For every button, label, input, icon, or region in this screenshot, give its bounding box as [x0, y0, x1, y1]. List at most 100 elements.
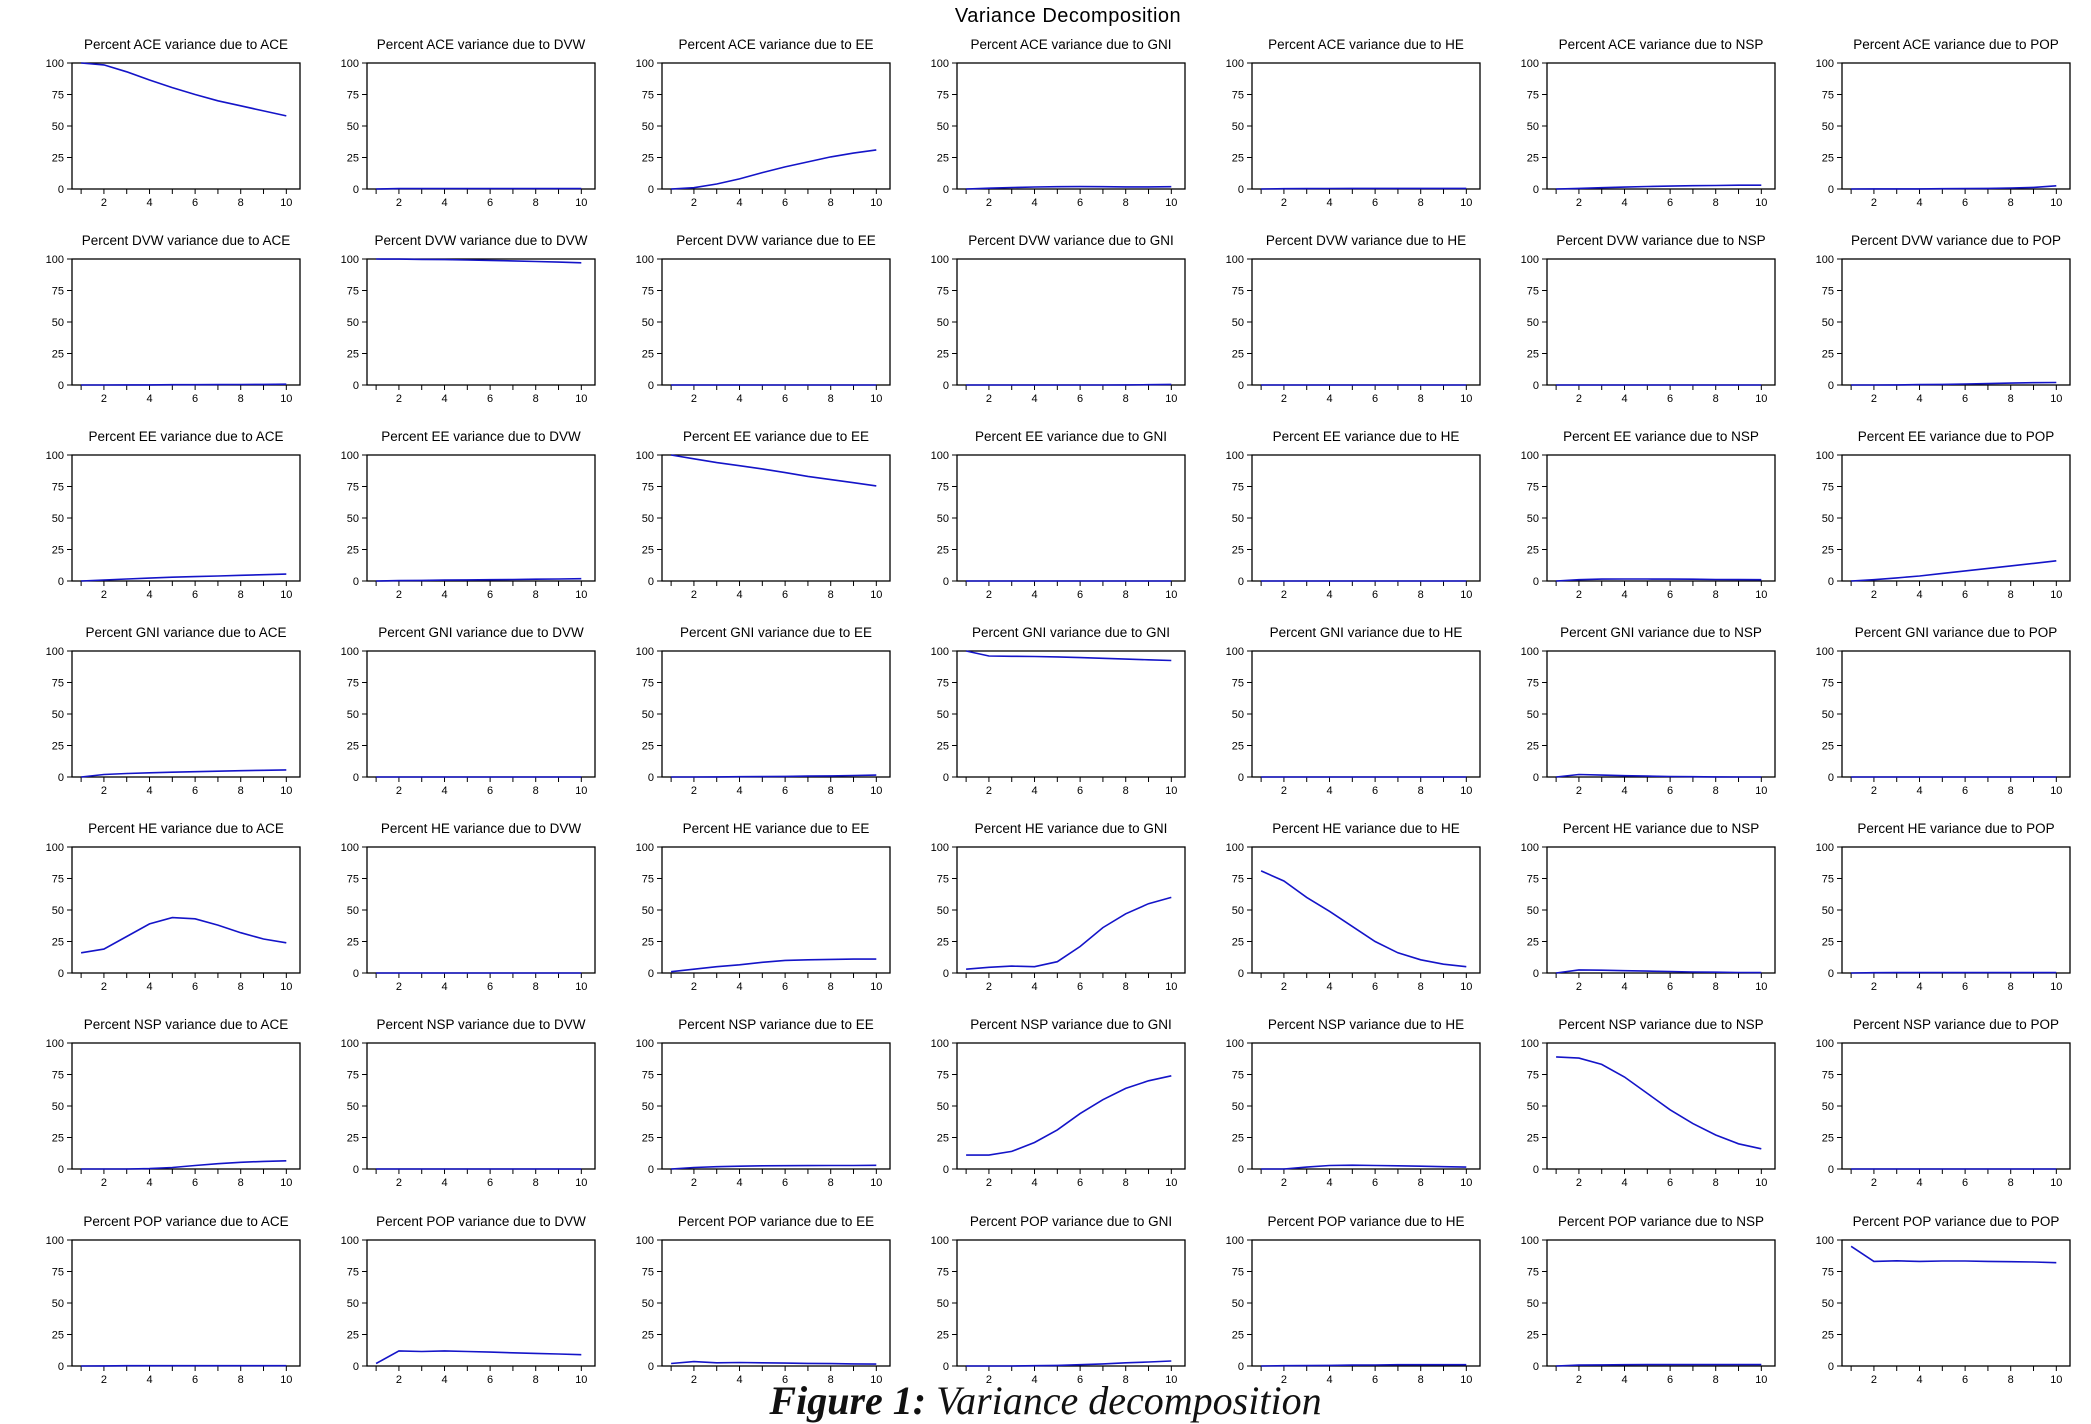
x-tick-label: 6: [192, 981, 198, 993]
y-tick-label: 25: [642, 1133, 654, 1145]
x-tick-label: 4: [1031, 785, 1037, 797]
y-tick-label: 75: [937, 482, 949, 494]
y-tick-label: 100: [1521, 1038, 1539, 1050]
y-tick-label: 0: [353, 576, 359, 588]
y-tick-label: 50: [1232, 121, 1244, 133]
panel-title: Percent NSP variance due to DVW: [376, 1017, 585, 1032]
x-tick-label: 8: [1713, 589, 1719, 601]
x-tick-label: 8: [238, 785, 244, 797]
plot-frame: [1547, 1043, 1775, 1169]
panel-title: Percent POP variance due to NSP: [1558, 1214, 1764, 1229]
x-tick-label: 2: [396, 589, 402, 601]
panel-title: Percent HE variance due to POP: [1857, 821, 2054, 836]
y-tick-label: 100: [931, 646, 949, 658]
plot-frame: [72, 651, 300, 777]
x-tick-label: 8: [1123, 1177, 1129, 1189]
panel-title: Percent POP variance due to ACE: [83, 1214, 288, 1229]
y-tick-label: 0: [1238, 772, 1244, 784]
panel-title: Percent DVW variance due to NSP: [1556, 233, 1765, 248]
x-tick-label: 10: [870, 197, 882, 209]
y-tick-label: 0: [1828, 576, 1834, 588]
y-tick-label: 75: [52, 1070, 64, 1082]
y-tick-label: 25: [52, 545, 64, 557]
x-tick-label: 6: [1077, 1177, 1083, 1189]
panel-he-due-to-gni: Percent HE variance due to GNI0255075100…: [931, 821, 1185, 993]
plot-frame: [957, 259, 1185, 385]
x-tick-label: 8: [238, 393, 244, 405]
y-tick-label: 50: [642, 905, 654, 917]
y-tick-label: 25: [1822, 1330, 1834, 1342]
y-tick-label: 100: [1226, 842, 1244, 854]
x-tick-label: 8: [2008, 981, 2014, 993]
x-tick-label: 6: [782, 785, 788, 797]
y-tick-label: 0: [1828, 1164, 1834, 1176]
panel-title: Percent POP variance due to GNI: [970, 1214, 1172, 1229]
x-tick-label: 4: [1916, 981, 1922, 993]
y-tick-label: 50: [937, 513, 949, 525]
x-tick-label: 10: [1755, 589, 1767, 601]
y-tick-label: 0: [648, 1361, 654, 1373]
x-tick-label: 6: [1667, 197, 1673, 209]
y-tick-label: 25: [52, 741, 64, 753]
x-tick-label: 6: [192, 589, 198, 601]
plot-frame: [1252, 455, 1480, 581]
x-tick-label: 2: [1871, 785, 1877, 797]
y-tick-label: 75: [1822, 90, 1834, 102]
x-tick-label: 10: [1460, 785, 1472, 797]
y-tick-label: 50: [642, 1101, 654, 1113]
x-tick-label: 8: [533, 589, 539, 601]
plot-frame: [367, 455, 595, 581]
series-line: [1261, 871, 1466, 967]
y-tick-label: 0: [1828, 380, 1834, 392]
x-tick-label: 8: [1418, 393, 1424, 405]
y-tick-label: 100: [931, 254, 949, 266]
x-tick-label: 10: [280, 785, 292, 797]
y-tick-label: 75: [642, 482, 654, 494]
x-tick-label: 10: [575, 981, 587, 993]
plot-frame: [1547, 651, 1775, 777]
y-tick-label: 25: [347, 937, 359, 949]
panel-title: Percent ACE variance due to POP: [1853, 37, 2059, 52]
y-tick-label: 50: [1527, 121, 1539, 133]
x-tick-label: 4: [1326, 981, 1332, 993]
y-tick-label: 0: [943, 968, 949, 980]
y-tick-label: 50: [642, 513, 654, 525]
x-tick-label: 10: [1755, 197, 1767, 209]
y-tick-label: 50: [1527, 1101, 1539, 1113]
plot-frame: [1252, 63, 1480, 189]
y-tick-label: 0: [648, 576, 654, 588]
plot-frame: [72, 63, 300, 189]
y-tick-label: 0: [58, 968, 64, 980]
x-tick-label: 10: [1460, 197, 1472, 209]
y-tick-label: 100: [1226, 1038, 1244, 1050]
plot-frame: [1252, 259, 1480, 385]
panel-nsp-due-to-ace: Percent NSP variance due to ACE025507510…: [46, 1017, 300, 1189]
y-tick-label: 25: [1232, 349, 1244, 361]
x-tick-label: 10: [1165, 981, 1177, 993]
series-line: [1851, 561, 2056, 581]
panel-title: Percent POP variance due to DVW: [376, 1214, 586, 1229]
y-tick-label: 50: [347, 1101, 359, 1113]
plot-frame: [1842, 63, 2070, 189]
panel-ace-due-to-ace: Percent ACE variance due to ACE025507510…: [46, 37, 300, 209]
x-tick-label: 8: [828, 393, 834, 405]
y-tick-label: 75: [642, 1267, 654, 1279]
y-tick-label: 75: [1527, 1070, 1539, 1082]
plot-frame: [1547, 455, 1775, 581]
y-tick-label: 100: [931, 450, 949, 462]
y-tick-label: 50: [1822, 121, 1834, 133]
x-tick-label: 10: [870, 589, 882, 601]
x-tick-label: 10: [870, 785, 882, 797]
panel-title: Percent POP variance due to EE: [678, 1214, 874, 1229]
y-tick-label: 50: [1822, 905, 1834, 917]
plot-frame: [367, 259, 595, 385]
y-tick-label: 25: [1822, 349, 1834, 361]
y-tick-label: 0: [58, 380, 64, 392]
panel-nsp-due-to-ee: Percent NSP variance due to EE0255075100…: [636, 1017, 890, 1189]
y-tick-label: 100: [341, 1235, 359, 1247]
panel-ace-due-to-dvw: Percent ACE variance due to DVW025507510…: [341, 37, 595, 209]
y-tick-label: 0: [943, 380, 949, 392]
x-tick-label: 10: [575, 393, 587, 405]
y-tick-label: 50: [1527, 709, 1539, 721]
panel-ee-due-to-he: Percent EE variance due to HE02550751002…: [1226, 429, 1480, 601]
